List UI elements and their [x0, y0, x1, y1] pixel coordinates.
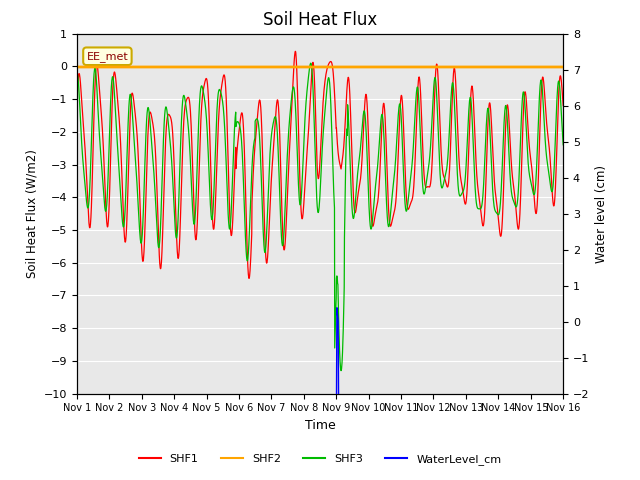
X-axis label: Time: Time — [305, 419, 335, 432]
Y-axis label: Soil Heat Flux (W/m2): Soil Heat Flux (W/m2) — [25, 149, 38, 278]
Legend: SHF1, SHF2, SHF3, WaterLevel_cm: SHF1, SHF2, SHF3, WaterLevel_cm — [134, 450, 506, 469]
Title: Soil Heat Flux: Soil Heat Flux — [263, 11, 377, 29]
Text: EE_met: EE_met — [86, 51, 128, 62]
Y-axis label: Water level (cm): Water level (cm) — [595, 165, 608, 263]
